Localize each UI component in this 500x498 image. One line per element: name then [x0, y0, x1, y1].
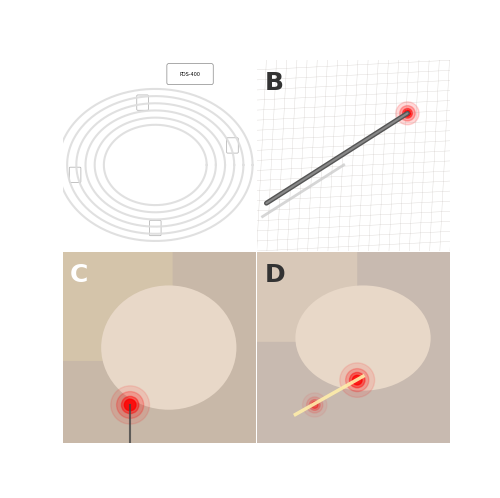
Text: B: B: [264, 71, 283, 95]
Circle shape: [404, 111, 410, 116]
Circle shape: [340, 363, 374, 397]
FancyBboxPatch shape: [150, 221, 161, 236]
Circle shape: [400, 106, 415, 121]
FancyBboxPatch shape: [137, 95, 148, 110]
Circle shape: [122, 396, 139, 413]
Circle shape: [124, 399, 136, 411]
Text: A: A: [70, 71, 89, 95]
Circle shape: [402, 109, 412, 118]
Text: C: C: [70, 263, 88, 287]
Ellipse shape: [101, 285, 236, 410]
Circle shape: [111, 386, 150, 424]
FancyBboxPatch shape: [226, 138, 238, 153]
Circle shape: [312, 401, 318, 408]
Text: PDS-400: PDS-400: [180, 72, 201, 77]
Circle shape: [396, 102, 419, 125]
Ellipse shape: [296, 285, 430, 390]
Circle shape: [350, 373, 365, 388]
Circle shape: [346, 369, 369, 391]
Circle shape: [302, 393, 327, 417]
Circle shape: [306, 397, 323, 413]
Circle shape: [116, 391, 143, 418]
Text: D: D: [264, 263, 285, 287]
Circle shape: [310, 399, 320, 410]
FancyBboxPatch shape: [256, 252, 450, 443]
FancyBboxPatch shape: [62, 252, 256, 443]
FancyBboxPatch shape: [167, 64, 213, 85]
FancyBboxPatch shape: [70, 167, 81, 182]
FancyBboxPatch shape: [58, 248, 172, 361]
FancyBboxPatch shape: [253, 248, 357, 342]
Circle shape: [352, 375, 362, 385]
